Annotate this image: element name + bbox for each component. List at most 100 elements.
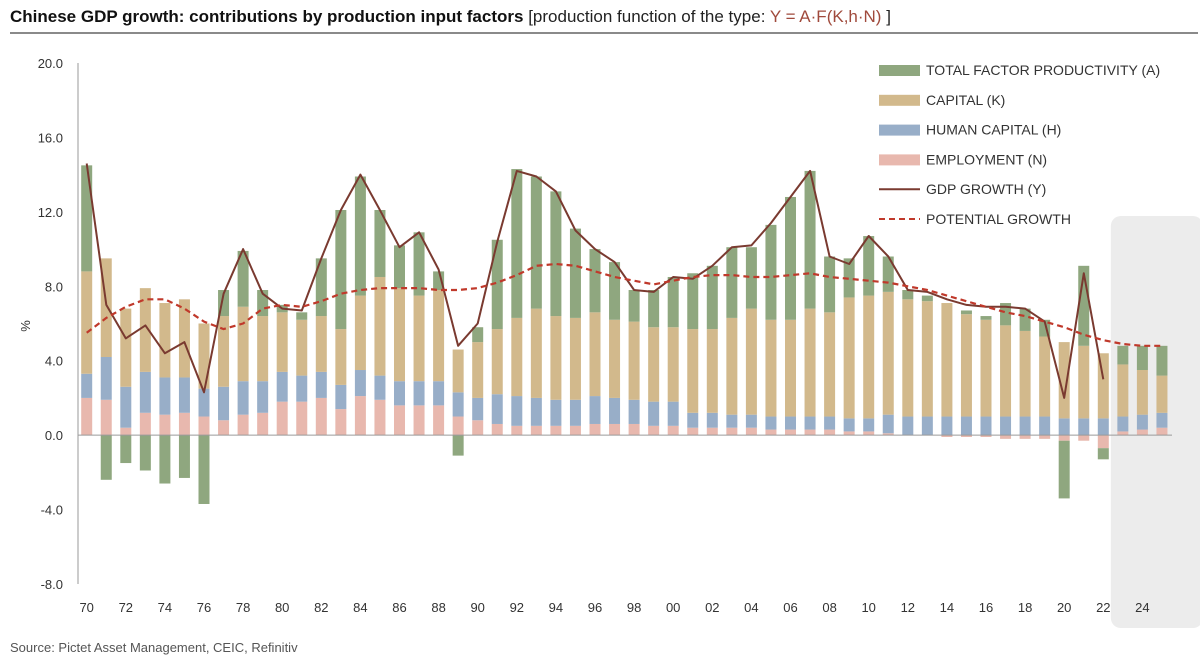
employment-bar — [726, 427, 738, 436]
capital-bar — [491, 329, 503, 395]
capital-bar — [237, 306, 249, 382]
human-capital-bar — [100, 356, 112, 400]
tfp-bar — [745, 247, 757, 309]
legend-label: GDP GROWTH (Y) — [926, 181, 1046, 197]
tfp-bar — [706, 265, 718, 330]
tfp-bar — [1097, 448, 1109, 460]
forecast-shaded-region — [1110, 216, 1200, 628]
human-capital-bar — [687, 412, 699, 428]
capital-bar — [960, 314, 972, 417]
human-capital-bar — [667, 401, 679, 426]
legend-label: EMPLOYMENT (N) — [926, 151, 1047, 167]
human-capital-bar — [550, 399, 562, 426]
tfp-bar — [1156, 345, 1168, 376]
x-tick-label: 24 — [1135, 600, 1149, 615]
x-tick-label: 20 — [1057, 600, 1071, 615]
x-tick-label: 90 — [470, 600, 484, 615]
capital-bar — [1097, 353, 1109, 419]
capital-bar — [120, 308, 132, 387]
human-capital-bar — [491, 394, 503, 424]
employment-bar — [491, 423, 503, 436]
tfp-bar — [726, 247, 738, 318]
employment-bar — [824, 429, 836, 436]
employment-bar — [81, 397, 93, 436]
employment-bar — [511, 425, 523, 436]
capital-bar — [472, 342, 484, 398]
human-capital-bar — [804, 416, 816, 430]
employment-bar — [120, 427, 132, 436]
human-capital-bar — [726, 414, 738, 428]
employment-bar — [882, 433, 894, 436]
legend-swatch — [879, 65, 920, 76]
capital-bar — [178, 299, 190, 378]
tfp-bar — [648, 290, 660, 328]
human-capital-bar — [374, 375, 386, 400]
x-tick-label: 70 — [79, 600, 93, 615]
tfp-bar — [980, 316, 992, 320]
tfp-bar — [139, 435, 151, 471]
capital-bar — [1019, 330, 1031, 417]
capital-bar — [648, 327, 660, 402]
human-capital-bar — [1097, 418, 1109, 436]
employment-bar — [433, 405, 445, 436]
tfp-bar — [765, 224, 777, 320]
employment-bar — [550, 425, 562, 436]
tfp-bar — [335, 209, 347, 330]
x-tick-label: 00 — [666, 600, 680, 615]
employment-bar — [139, 412, 151, 436]
capital-bar — [374, 276, 386, 376]
human-capital-bar — [511, 396, 523, 426]
capital-bar — [394, 288, 405, 382]
legend-label: TOTAL FACTOR PRODUCTIVITY (A) — [926, 62, 1160, 78]
tfp-bar — [687, 273, 699, 330]
employment-bar — [1058, 435, 1070, 441]
human-capital-bar — [785, 416, 796, 430]
legend-label: POTENTIAL GROWTH — [926, 211, 1071, 227]
human-capital-bar — [530, 397, 542, 426]
human-capital-bar — [882, 414, 894, 434]
tfp-bar — [882, 256, 894, 292]
human-capital-bar — [941, 416, 953, 436]
capital-bar — [296, 319, 308, 376]
human-capital-bar — [589, 396, 601, 424]
employment-bar — [609, 423, 621, 436]
capital-bar — [354, 295, 366, 371]
employment-bar — [569, 425, 581, 436]
employment-bar — [843, 431, 855, 436]
capital-bar — [218, 316, 230, 387]
tfp-bar — [81, 165, 93, 272]
capital-bar — [569, 317, 581, 400]
capital-bar — [139, 288, 151, 372]
gdp-contributions-chart: 20.0 16.0 12.0 8.0 4.0 0.0 -4.0 -8.0% 70 72 74 76 78… — [18, 56, 1200, 628]
tfp-bar — [569, 228, 581, 318]
human-capital-bar — [706, 412, 718, 428]
human-capital-bar — [921, 416, 933, 436]
human-capital-bar — [569, 399, 581, 426]
employment-bar — [276, 401, 288, 436]
human-capital-bar — [472, 397, 484, 421]
human-capital-bar — [237, 381, 249, 415]
human-capital-bar — [296, 375, 308, 402]
human-capital-bar — [628, 399, 640, 424]
employment-bar — [1000, 435, 1012, 439]
employment-bar — [296, 401, 308, 436]
legend-swatch — [879, 124, 920, 136]
tfp-bar — [824, 256, 836, 313]
capital-bar — [785, 319, 796, 417]
capital-bar — [804, 308, 816, 417]
employment-bar — [980, 435, 992, 438]
employment-bar — [335, 409, 347, 436]
tfp-bar — [530, 176, 542, 309]
human-capital-bar — [1000, 416, 1012, 436]
tfp-bar — [100, 435, 112, 480]
capital-bar — [315, 316, 327, 372]
tfp-bar — [491, 239, 503, 330]
human-capital-bar — [315, 371, 327, 398]
tfp-bar — [589, 249, 601, 313]
capital-bar — [1117, 364, 1129, 417]
employment-bar — [1136, 429, 1148, 436]
capital-bar — [511, 317, 523, 397]
x-tick-label: 12 — [901, 600, 915, 615]
employment-bar — [785, 429, 796, 436]
capital-bar — [882, 291, 894, 415]
